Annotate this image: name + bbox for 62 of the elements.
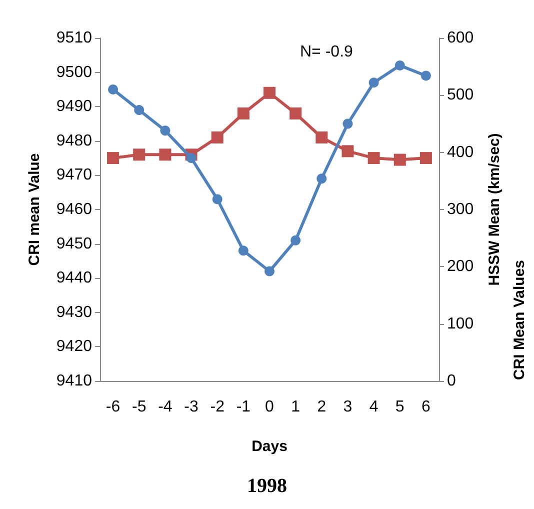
point (134, 105, 144, 116)
point (133, 148, 146, 161)
point (342, 118, 353, 129)
x-tick-label: -2 (210, 398, 225, 416)
point (186, 153, 196, 164)
x-tick-label: -1 (236, 398, 251, 416)
point (211, 131, 224, 144)
point (237, 107, 250, 120)
point (368, 78, 379, 88)
x-tick-label: 4 (369, 398, 378, 416)
y-tick-label: 9410 (56, 372, 92, 390)
y-tick-label: 9430 (56, 304, 92, 321)
x-tick-label: 5 (395, 398, 404, 416)
point (368, 152, 380, 164)
y2-tick-label: 500 (447, 86, 474, 104)
point (420, 70, 431, 81)
point (159, 148, 172, 161)
point (394, 60, 405, 70)
x-tick-label: 3 (343, 398, 352, 416)
point (342, 145, 354, 158)
point (290, 107, 302, 120)
x-tick-label: 6 (422, 398, 431, 416)
point (316, 131, 328, 144)
y-tick-label: 9440 (56, 270, 92, 287)
y2-tick-label: 300 (447, 201, 474, 218)
x-tick-label: -3 (184, 398, 198, 416)
point (212, 194, 222, 204)
x-tick-label: 1 (291, 398, 300, 416)
x-tick-label: -4 (158, 398, 172, 416)
x-tick-label: -6 (106, 398, 120, 416)
x-tick-label: 0 (265, 398, 274, 416)
y2-tick-label: 200 (447, 258, 474, 276)
y-tick-label: 9500 (56, 64, 92, 81)
point (160, 126, 170, 136)
y-tick-label: 9470 (56, 166, 92, 184)
x-tick-label: -5 (132, 398, 146, 416)
y-tick-label: 9510 (56, 30, 92, 46)
y-tick-label: 9480 (56, 132, 92, 150)
point (394, 154, 406, 166)
y2-axis-title: HSSW Mean (km/sec) (486, 133, 503, 286)
annotation: N= -0.9 (300, 44, 354, 60)
point (264, 86, 276, 99)
point (238, 246, 248, 256)
y-axis-title: CRI mean Value (26, 153, 43, 266)
point (107, 152, 120, 164)
y-tick-label: 9460 (56, 201, 92, 218)
x-tick-label: 2 (317, 398, 326, 416)
text: CRI Mean Values (511, 260, 528, 380)
text: 1998 (247, 475, 287, 497)
y-tick-label: 9490 (56, 98, 92, 116)
y2-tick-label: 400 (447, 144, 474, 161)
x-axis-title: Days (252, 438, 288, 455)
y2-tick-label: 100 (447, 315, 474, 332)
y-tick-label: 9420 (56, 338, 92, 356)
point (420, 152, 432, 164)
point (316, 174, 327, 184)
y2-tick-label: 0 (447, 372, 456, 390)
point (290, 235, 301, 246)
point (108, 84, 118, 94)
point (264, 266, 274, 276)
y-tick-label: 9450 (56, 235, 92, 252)
y2-tick-label: 600 (447, 30, 474, 46)
